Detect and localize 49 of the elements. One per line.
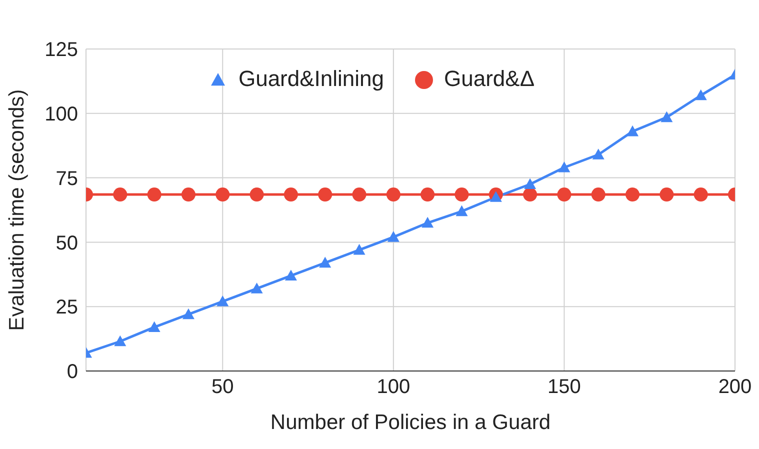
point <box>523 188 538 202</box>
point <box>626 188 640 202</box>
y-tick-label: 125 <box>44 39 78 62</box>
point <box>422 216 434 228</box>
legend-label: Guard&Inlining <box>238 66 384 92</box>
x-axis-title: Number of Policies in a Guard <box>270 411 551 434</box>
point <box>216 295 229 306</box>
x-tick-label: 50 <box>212 376 234 398</box>
point <box>660 188 674 202</box>
point <box>626 125 639 136</box>
point <box>284 188 298 202</box>
y-tick-label: 0 <box>66 361 78 384</box>
point <box>386 188 400 202</box>
point <box>591 188 606 202</box>
point <box>456 205 468 216</box>
point <box>250 188 264 202</box>
point <box>147 188 162 202</box>
y-tick-label: 100 <box>44 104 78 126</box>
point <box>524 178 536 190</box>
point <box>558 161 570 172</box>
point <box>490 191 502 202</box>
point <box>694 89 707 100</box>
x-tick-label: 100 <box>376 376 410 398</box>
x-tick-label: 200 <box>718 376 752 398</box>
point <box>557 188 572 202</box>
x-tick-label: 150 <box>548 376 581 398</box>
point <box>454 188 469 202</box>
point <box>181 188 196 202</box>
point <box>592 148 604 160</box>
legend-label: Guard&Δ <box>444 66 535 92</box>
point <box>318 188 332 202</box>
y-tick-label: 75 <box>56 168 78 190</box>
point <box>284 270 297 280</box>
point <box>387 231 400 242</box>
point <box>352 188 366 202</box>
y-axis-title: Evaluation time (seconds) <box>5 89 28 331</box>
point <box>113 188 128 202</box>
point <box>148 321 160 332</box>
point <box>319 256 332 268</box>
y-tick-label: 25 <box>56 296 78 319</box>
point <box>660 111 673 122</box>
point <box>420 188 435 202</box>
point <box>694 188 708 202</box>
point <box>216 188 230 202</box>
y-tick-label: 50 <box>56 232 78 254</box>
point <box>182 308 194 320</box>
point <box>250 282 263 294</box>
point <box>114 335 126 346</box>
point <box>353 244 366 255</box>
